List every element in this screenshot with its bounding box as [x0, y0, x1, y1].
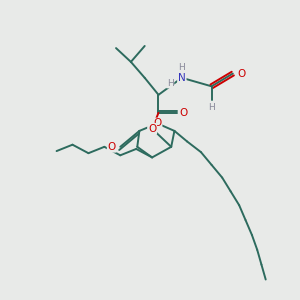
Text: O: O: [148, 124, 156, 134]
Text: O: O: [237, 69, 245, 79]
Text: H: H: [208, 103, 215, 112]
Text: O: O: [180, 108, 188, 118]
Text: H: H: [167, 79, 173, 88]
Text: O: O: [108, 142, 116, 152]
Text: H: H: [178, 63, 185, 72]
Text: O: O: [153, 118, 162, 128]
Text: N: N: [178, 73, 186, 83]
